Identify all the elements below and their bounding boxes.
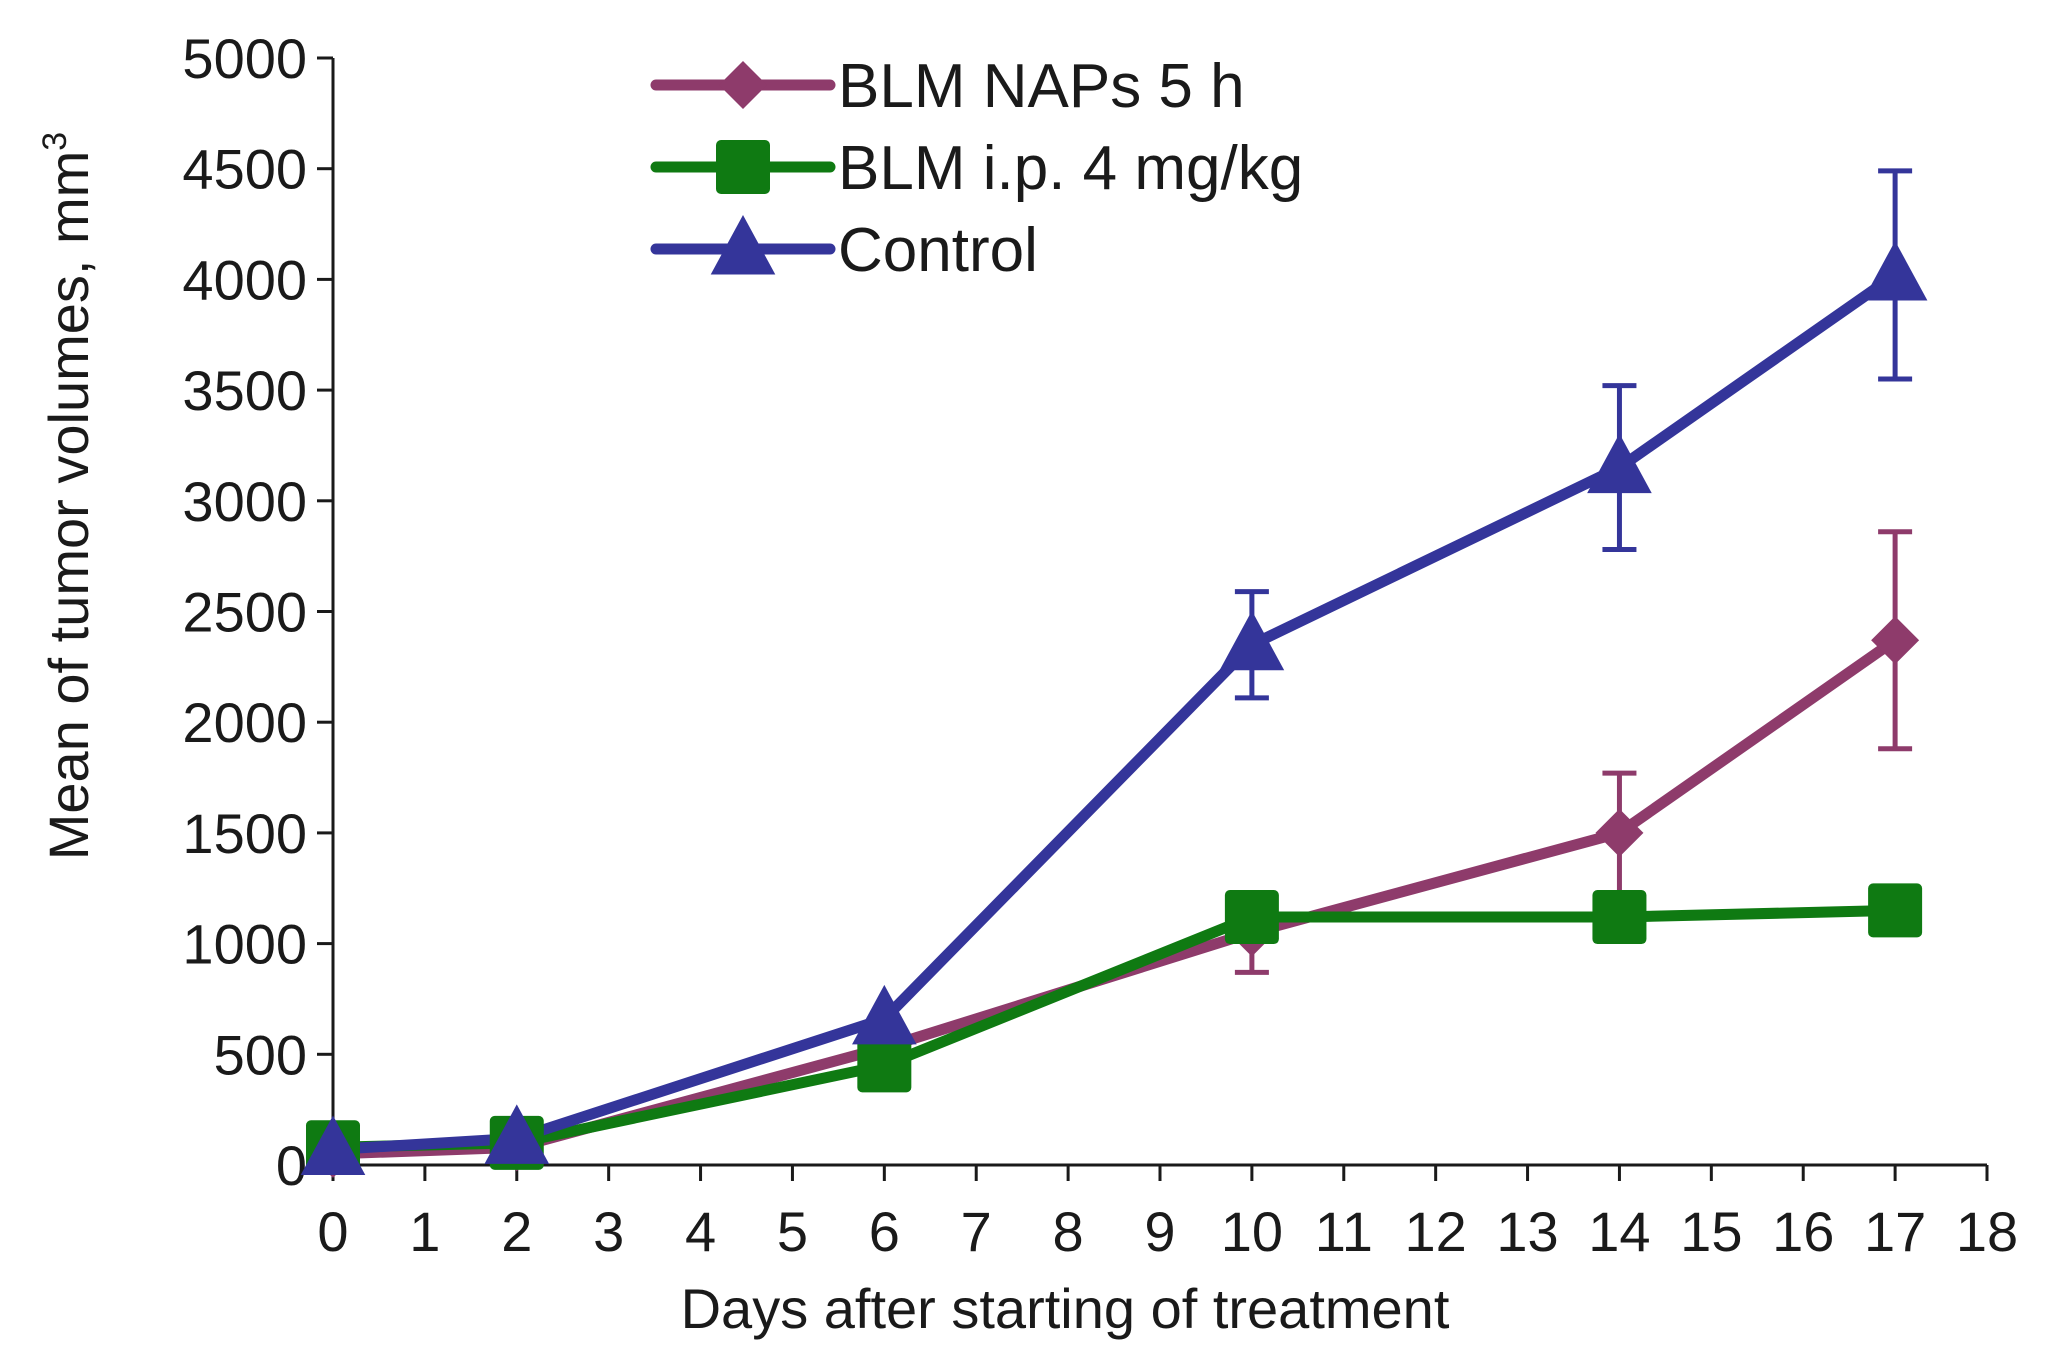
y-tick-label: 3000 (182, 470, 307, 533)
data-point-control (1862, 240, 1928, 301)
data-point-control (852, 984, 917, 1045)
legend-marker-blm-i-p-4-mg-kg (716, 140, 770, 194)
x-tick-label: 13 (1496, 1200, 1558, 1263)
legend-marker-control (710, 215, 776, 275)
y-tick-label: 2500 (182, 581, 307, 644)
data-point-control (1219, 610, 1285, 671)
y-tick-label: 5000 (182, 27, 307, 90)
x-tick-label: 6 (869, 1200, 900, 1263)
x-tick-label: 2 (501, 1200, 532, 1263)
x-tick-label: 17 (1864, 1200, 1926, 1263)
series-lines (327, 269, 1901, 1160)
data-point-blm-i-p-4-mg-kg (1224, 890, 1279, 945)
x-tick-label: 15 (1680, 1200, 1742, 1263)
legend-label-blm-naps-5-h: BLM NAPs 5 h (838, 52, 1245, 121)
error-bars (1234, 168, 1913, 975)
data-point-blm-i-p-4-mg-kg (1868, 883, 1923, 938)
series-line-blm-i-p-4-mg-kg (327, 904, 1901, 1153)
x-axis-title: Days after starting of treatment (681, 1277, 1450, 1340)
data-point-control (484, 1104, 550, 1164)
y-tick-label: 0 (276, 1134, 307, 1197)
y-tick-label: 500 (214, 1023, 307, 1086)
axes (331, 58, 1987, 1167)
y-tick-label: 4500 (182, 138, 307, 201)
y-axis-title-superscript: 3 (36, 132, 74, 151)
data-point-control (1587, 433, 1652, 494)
data-point-blm-naps-5-h (1871, 616, 1920, 665)
x-tick-label: 18 (1956, 1200, 2018, 1263)
x-tick-label: 5 (777, 1200, 808, 1263)
axis-ticks: 0 500 1000 1500 2000 2500 3000 3500 4000 4500 5000… (182, 27, 2018, 1263)
x-tick-label: 11 (1315, 1200, 1373, 1263)
x-tick-label: 16 (1772, 1200, 1834, 1263)
legend-label-blm-i-p-4-mg-kg: BLM i.p. 4 mg/kg (838, 134, 1303, 203)
y-tick-label: 2000 (182, 691, 307, 754)
legend-marker-blm-naps-5-h (719, 61, 767, 109)
y-tick-label: 4000 (182, 248, 307, 311)
legend: BLM NAPs 5 h BLM i.p. 4 mg/kg Control (650, 52, 1303, 285)
y-tick-label: 1500 (182, 802, 307, 865)
data-point-blm-naps-5-h (1595, 808, 1644, 857)
x-tick-label: 8 (1053, 1200, 1084, 1263)
series-line-control (327, 269, 1901, 1156)
y-tick-label: 1000 (182, 913, 307, 976)
x-tick-label: 0 (317, 1200, 348, 1263)
data-point-blm-i-p-4-mg-kg (1592, 890, 1647, 945)
x-tick-label: 10 (1221, 1200, 1283, 1263)
y-tick-label: 3500 (182, 359, 307, 422)
y-axis-title: Mean of tumor volumes, mm3 (36, 132, 100, 860)
x-tick-label: 9 (1144, 1200, 1175, 1263)
x-tick-label: 1 (409, 1200, 440, 1263)
data-point-control (300, 1115, 366, 1176)
x-tick-label: 7 (961, 1200, 992, 1263)
series-markers (300, 240, 1928, 1178)
x-tick-label: 12 (1405, 1200, 1467, 1263)
legend-label-control: Control (838, 216, 1038, 285)
x-tick-label: 3 (593, 1200, 624, 1263)
x-tick-label: 14 (1588, 1200, 1650, 1263)
x-tick-label: 4 (685, 1200, 716, 1263)
y-axis-title-text: Mean of tumor volumes, mm (37, 151, 100, 861)
data-point-blm-i-p-4-mg-kg (857, 1038, 912, 1093)
series-line-blm-naps-5-h (327, 634, 1901, 1160)
